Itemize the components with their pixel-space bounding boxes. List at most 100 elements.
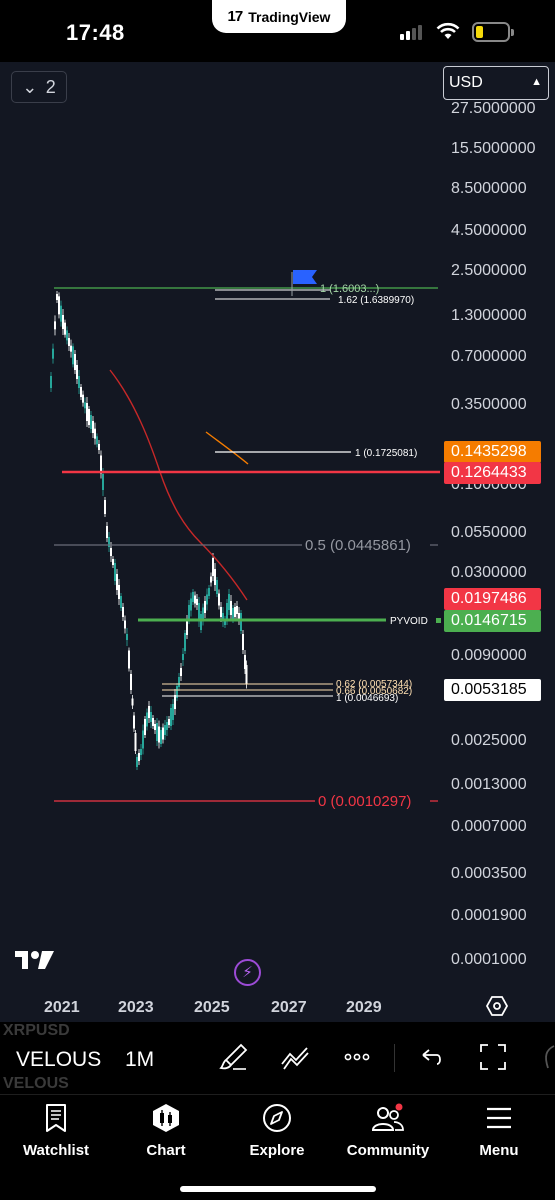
collapse-indicators-button[interactable]: ⌄ 2 — [11, 71, 67, 103]
nav-menu[interactable]: Menu — [449, 1103, 549, 1159]
previous-symbol: XRPUSD — [3, 1022, 70, 1039]
toolbar-divider — [394, 1044, 395, 1072]
candle — [166, 722, 168, 730]
candle — [56, 294, 58, 300]
fullscreen-icon[interactable] — [478, 1042, 508, 1072]
candle — [58, 296, 60, 315]
chart-area[interactable]: 1 (1.6003...) 1.62 (1.6389970) 1 (0.1725… — [0, 62, 555, 1022]
candle — [190, 598, 192, 611]
community-icon — [371, 1103, 404, 1131]
candle — [244, 655, 246, 669]
candle — [92, 421, 94, 433]
nav-chart-label: Chart — [146, 1142, 186, 1159]
candle — [214, 569, 216, 585]
candle — [60, 305, 62, 322]
candle — [154, 724, 156, 730]
candle — [162, 727, 164, 740]
candle — [118, 585, 120, 599]
candle — [206, 594, 208, 605]
tradingview-logo-icon: 17 — [227, 8, 244, 25]
candle — [88, 409, 90, 425]
candle — [224, 619, 226, 625]
candle — [104, 500, 106, 514]
fib-066-label: 0.66 (0.0050682) — [336, 686, 412, 697]
candle — [198, 603, 200, 621]
candle — [84, 402, 86, 409]
price-badge-green: 0.0146715 — [444, 610, 541, 632]
nav-watchlist[interactable]: Watchlist — [6, 1103, 106, 1159]
chevron-down-icon: ⌄ — [22, 76, 38, 97]
candle — [204, 601, 206, 613]
nav-community[interactable]: Community — [338, 1103, 438, 1159]
candle — [212, 558, 214, 576]
candle — [140, 749, 142, 755]
app-pill[interactable]: 17 TradingView — [212, 0, 346, 33]
interval-button[interactable]: 1M — [125, 1048, 155, 1071]
nav-watchlist-label: Watchlist — [22, 1142, 90, 1159]
candle — [156, 723, 158, 741]
candle — [50, 376, 52, 388]
candle — [180, 668, 182, 676]
candle — [86, 403, 88, 421]
candle — [138, 753, 140, 761]
candle — [148, 706, 150, 718]
candle — [170, 708, 172, 726]
reset-scale-icon[interactable] — [485, 994, 509, 1018]
candle — [236, 606, 238, 614]
candle — [116, 574, 118, 590]
candle-series — [50, 291, 248, 770]
moving-average-line — [109, 369, 248, 601]
currency-select[interactable]: USD ▲︎ — [443, 66, 549, 100]
status-bar: 17:48 17 TradingView — [0, 0, 555, 62]
candle — [240, 613, 242, 631]
candle — [62, 315, 64, 329]
fib-062-label: 0.62 (0.0057344) — [336, 679, 412, 690]
fib-162-label: 1.62 (1.6389970) — [338, 295, 414, 306]
candle — [186, 619, 188, 635]
fib-mid-label: 1 (0.1725081) — [355, 448, 417, 459]
price-axis-label: 0.3500000 — [451, 396, 527, 413]
candle — [192, 592, 194, 602]
flag-icon — [293, 270, 317, 284]
cellular-signal-icon — [400, 24, 422, 40]
candle — [96, 436, 98, 445]
price-axis-label: 0.0003500 — [451, 865, 527, 882]
undo-icon[interactable] — [417, 1042, 447, 1072]
candle — [66, 330, 68, 341]
more-icon[interactable] — [342, 1042, 372, 1072]
indicators-icon[interactable] — [280, 1042, 310, 1072]
nav-explore[interactable]: Explore — [227, 1103, 327, 1159]
candle — [226, 603, 228, 621]
tradingview-watermark-icon — [15, 951, 54, 969]
candle — [76, 365, 78, 379]
fib-0-label: 0 (0.0010297) — [318, 793, 411, 810]
candle — [100, 455, 102, 474]
price-axis-label: 4.5000000 — [451, 222, 527, 239]
candle — [90, 415, 92, 429]
symbol-button[interactable]: VELOUS — [16, 1048, 102, 1071]
candle — [176, 686, 178, 698]
chart-icon — [153, 1104, 179, 1132]
wifi-icon — [436, 22, 460, 39]
candle — [150, 712, 152, 722]
nav-chart[interactable]: Chart — [116, 1103, 216, 1159]
price-axis-label: 0.0001000 — [451, 951, 527, 968]
candle — [131, 698, 134, 706]
candle — [234, 607, 236, 617]
candle — [164, 725, 166, 735]
price-chart[interactable]: 1 (1.6003...) 1.62 (1.6389970) 1 (0.1725… — [0, 62, 555, 1022]
currency-value: USD — [449, 74, 483, 91]
battery-icon — [472, 22, 514, 42]
time-axis-label: 2023 — [118, 999, 154, 1016]
price-axis-label: 0.0001900 — [451, 907, 527, 924]
more-tools-icon[interactable] — [540, 1042, 555, 1072]
flash-icon[interactable]: ⚡︎ — [234, 959, 261, 986]
candle — [124, 620, 126, 629]
candle — [68, 338, 70, 346]
candle — [242, 634, 244, 650]
candle — [146, 712, 148, 727]
drawing-brush-icon[interactable] — [219, 1042, 249, 1072]
price-axis-label: 1.3000000 — [451, 307, 527, 324]
price-axis-label: 0.0007000 — [451, 818, 527, 835]
candle — [128, 650, 130, 669]
